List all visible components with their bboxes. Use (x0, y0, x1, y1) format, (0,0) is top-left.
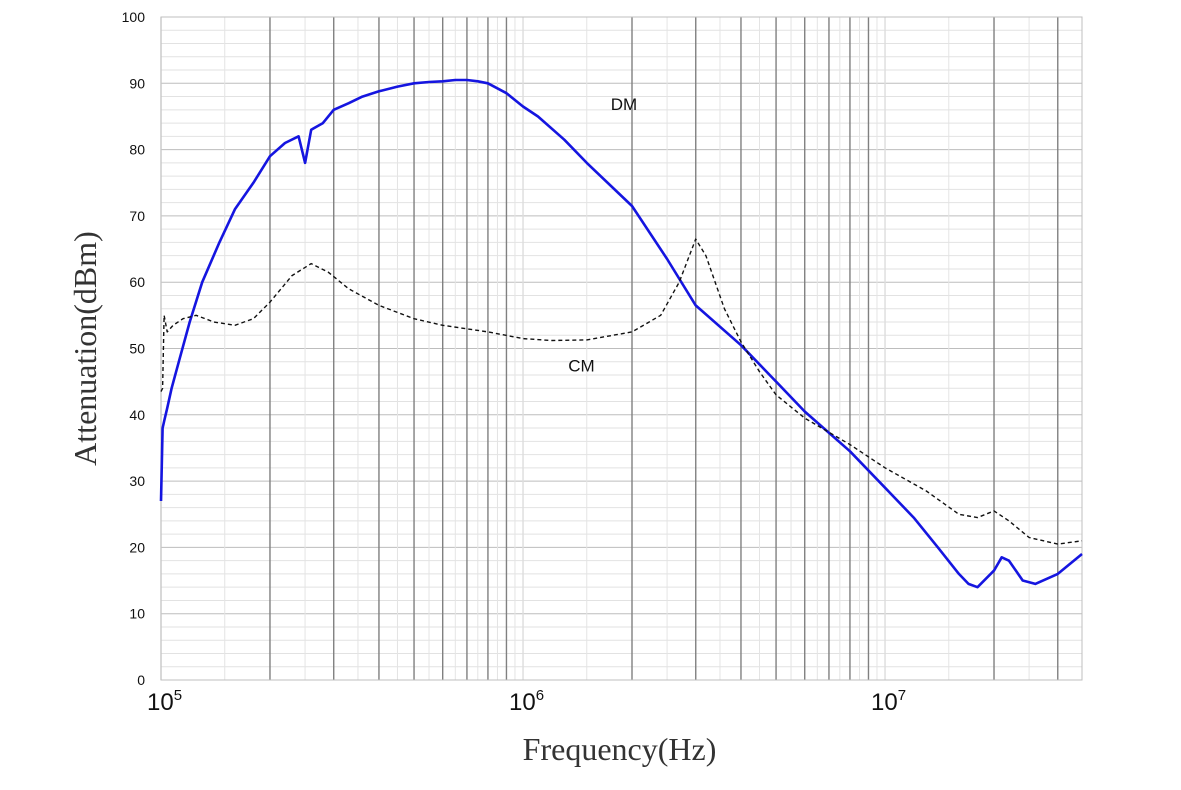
series-label-dm: DM (611, 95, 637, 114)
y-tick-label: 80 (129, 142, 145, 158)
x-axis-ticks: 105 106 107 (147, 687, 906, 716)
x-axis-title: Frequency(Hz) (523, 731, 717, 767)
y-tick-label: 50 (129, 341, 145, 357)
series-lines (159, 78, 1083, 589)
y-tick-label: 10 (129, 606, 145, 622)
x-tick-label: 107 (871, 687, 906, 716)
series-label-cm: CM (568, 357, 594, 376)
series-line-dm (159, 78, 1083, 589)
y-axis-title: Attenuation(dBm) (67, 231, 103, 466)
y-tick-label: 90 (129, 75, 145, 91)
x-tick-label: 105 (147, 687, 182, 716)
plot-area-frame (160, 16, 1083, 681)
y-tick-label: 20 (129, 539, 145, 555)
y-tick-label: 40 (129, 407, 145, 423)
y-tick-label: 30 (129, 473, 145, 489)
y-tick-label: 100 (122, 9, 146, 25)
x-tick-label: 106 (509, 687, 544, 716)
y-axis-ticks: 0 10 20 30 40 50 60 70 80 90 100 (122, 9, 146, 688)
y-tick-label: 0 (137, 672, 145, 688)
y-tick-label: 70 (129, 208, 145, 224)
y-tick-label: 60 (129, 274, 145, 290)
grid (160, 16, 1083, 681)
series-line-cm (160, 238, 1083, 545)
series-annotations: DM CM (568, 95, 637, 376)
